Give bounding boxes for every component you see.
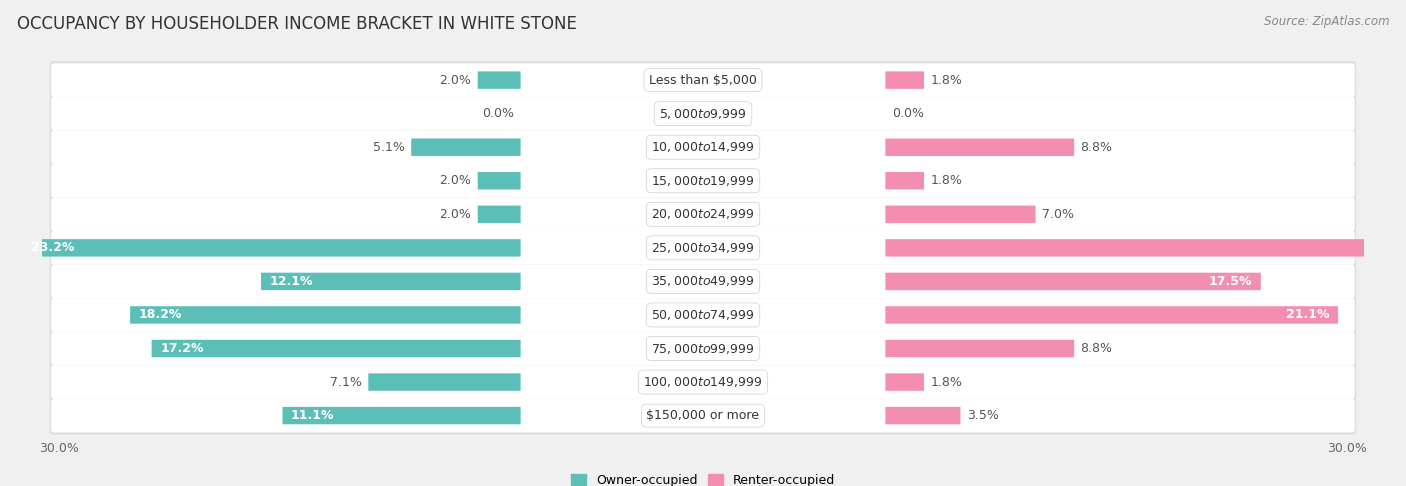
Text: $25,000 to $34,999: $25,000 to $34,999 — [651, 241, 755, 255]
Text: 2.0%: 2.0% — [440, 73, 471, 87]
FancyBboxPatch shape — [886, 407, 960, 424]
Text: 23.2%: 23.2% — [31, 242, 75, 254]
FancyBboxPatch shape — [411, 139, 520, 156]
Text: 11.1%: 11.1% — [291, 409, 335, 422]
FancyBboxPatch shape — [51, 164, 1355, 197]
FancyBboxPatch shape — [49, 397, 1357, 434]
FancyBboxPatch shape — [49, 296, 1357, 334]
FancyBboxPatch shape — [886, 71, 924, 89]
FancyBboxPatch shape — [886, 239, 1406, 257]
Text: $50,000 to $74,999: $50,000 to $74,999 — [651, 308, 755, 322]
Text: 8.8%: 8.8% — [1081, 141, 1112, 154]
Legend: Owner-occupied, Renter-occupied: Owner-occupied, Renter-occupied — [567, 469, 839, 486]
FancyBboxPatch shape — [51, 399, 1355, 433]
FancyBboxPatch shape — [51, 332, 1355, 365]
FancyBboxPatch shape — [152, 340, 520, 357]
Text: 18.2%: 18.2% — [139, 309, 183, 321]
FancyBboxPatch shape — [283, 407, 520, 424]
Text: 21.1%: 21.1% — [1286, 309, 1330, 321]
FancyBboxPatch shape — [49, 162, 1357, 200]
FancyBboxPatch shape — [51, 63, 1355, 97]
FancyBboxPatch shape — [478, 71, 520, 89]
FancyBboxPatch shape — [49, 128, 1357, 166]
Text: OCCUPANCY BY HOUSEHOLDER INCOME BRACKET IN WHITE STONE: OCCUPANCY BY HOUSEHOLDER INCOME BRACKET … — [17, 15, 576, 33]
FancyBboxPatch shape — [49, 229, 1357, 267]
FancyBboxPatch shape — [22, 239, 520, 257]
Text: Less than $5,000: Less than $5,000 — [650, 73, 756, 87]
Text: 2.0%: 2.0% — [440, 174, 471, 187]
FancyBboxPatch shape — [886, 373, 924, 391]
Text: $75,000 to $99,999: $75,000 to $99,999 — [651, 342, 755, 355]
Text: $100,000 to $149,999: $100,000 to $149,999 — [644, 375, 762, 389]
FancyBboxPatch shape — [49, 61, 1357, 99]
Text: $150,000 or more: $150,000 or more — [647, 409, 759, 422]
FancyBboxPatch shape — [49, 363, 1357, 401]
FancyBboxPatch shape — [886, 172, 924, 190]
FancyBboxPatch shape — [886, 306, 1339, 324]
Text: Source: ZipAtlas.com: Source: ZipAtlas.com — [1264, 15, 1389, 28]
Text: 5.1%: 5.1% — [373, 141, 405, 154]
Text: 0.0%: 0.0% — [891, 107, 924, 120]
FancyBboxPatch shape — [49, 262, 1357, 300]
FancyBboxPatch shape — [51, 365, 1355, 399]
Text: 1.8%: 1.8% — [931, 376, 962, 388]
Text: $15,000 to $19,999: $15,000 to $19,999 — [651, 174, 755, 188]
Text: 17.5%: 17.5% — [1209, 275, 1253, 288]
FancyBboxPatch shape — [51, 197, 1355, 231]
Text: 0.0%: 0.0% — [482, 107, 515, 120]
Text: 3.5%: 3.5% — [967, 409, 998, 422]
FancyBboxPatch shape — [51, 97, 1355, 130]
FancyBboxPatch shape — [49, 195, 1357, 233]
Text: 12.1%: 12.1% — [270, 275, 314, 288]
FancyBboxPatch shape — [886, 206, 1036, 223]
Text: 17.2%: 17.2% — [160, 342, 204, 355]
Text: 1.8%: 1.8% — [931, 174, 962, 187]
Text: 8.8%: 8.8% — [1081, 342, 1112, 355]
FancyBboxPatch shape — [262, 273, 520, 290]
Text: $20,000 to $24,999: $20,000 to $24,999 — [651, 208, 755, 221]
FancyBboxPatch shape — [51, 265, 1355, 298]
Text: $5,000 to $9,999: $5,000 to $9,999 — [659, 106, 747, 121]
FancyBboxPatch shape — [886, 273, 1261, 290]
FancyBboxPatch shape — [51, 298, 1355, 332]
FancyBboxPatch shape — [131, 306, 520, 324]
Text: 7.0%: 7.0% — [1042, 208, 1074, 221]
Text: $10,000 to $14,999: $10,000 to $14,999 — [651, 140, 755, 154]
FancyBboxPatch shape — [368, 373, 520, 391]
Text: 1.8%: 1.8% — [931, 73, 962, 87]
FancyBboxPatch shape — [51, 130, 1355, 164]
Text: $35,000 to $49,999: $35,000 to $49,999 — [651, 275, 755, 288]
Text: 2.0%: 2.0% — [440, 208, 471, 221]
FancyBboxPatch shape — [886, 139, 1074, 156]
FancyBboxPatch shape — [49, 95, 1357, 133]
Text: 7.1%: 7.1% — [330, 376, 361, 388]
FancyBboxPatch shape — [49, 330, 1357, 367]
FancyBboxPatch shape — [51, 231, 1355, 265]
FancyBboxPatch shape — [478, 206, 520, 223]
FancyBboxPatch shape — [886, 340, 1074, 357]
FancyBboxPatch shape — [478, 172, 520, 190]
